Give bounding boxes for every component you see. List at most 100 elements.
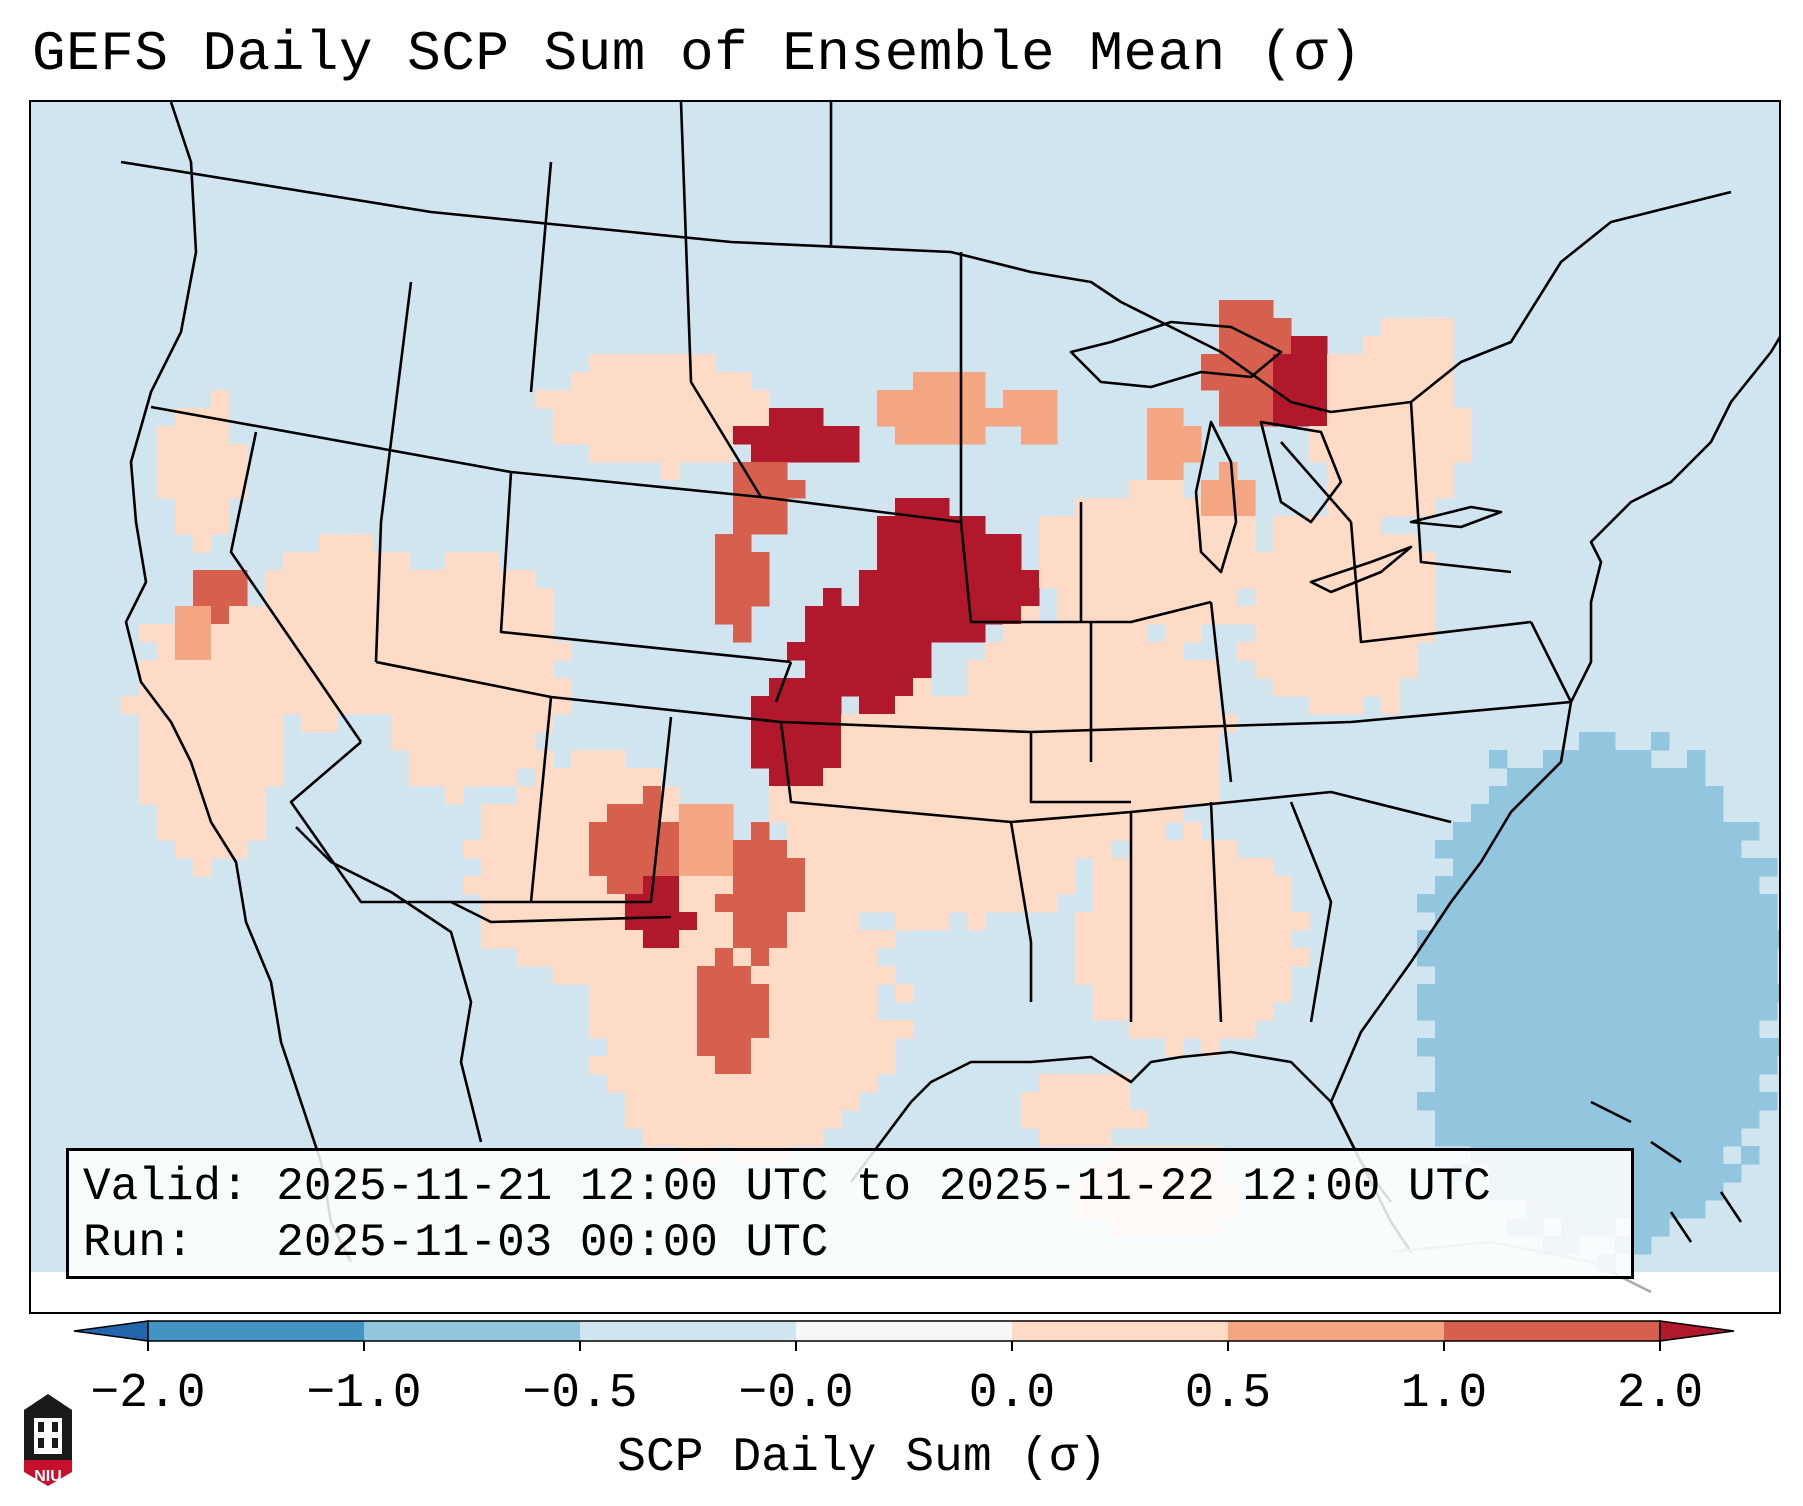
grid-cell (1255, 588, 1274, 607)
grid-cell (229, 786, 248, 805)
grid-cell (535, 606, 554, 625)
grid-cell (1705, 804, 1724, 823)
grid-cell (1543, 1020, 1562, 1039)
lake-superior (1069, 320, 1283, 389)
grid-cell (1471, 948, 1490, 967)
grid-cell (967, 516, 986, 535)
grid-cell (463, 768, 482, 787)
grid-cell (607, 840, 626, 859)
grid-cell (1741, 1110, 1760, 1129)
grid-cell (787, 1128, 806, 1147)
grid-cell (139, 696, 158, 715)
grid-cell (1471, 1056, 1490, 1075)
grid-cell (697, 1020, 716, 1039)
grid-cell (1291, 588, 1310, 607)
grid-cell (1057, 516, 1076, 535)
grid-cell (625, 786, 644, 805)
grid-cell (1363, 354, 1382, 373)
grid-cell (1687, 1128, 1706, 1147)
grid-cell (481, 876, 500, 895)
grid-cell (895, 1020, 914, 1039)
grid-cell (1543, 1074, 1562, 1093)
grid-cell (751, 894, 770, 913)
grid-cell (1093, 768, 1112, 787)
grid-cell (751, 1110, 770, 1129)
grid-cell (1129, 624, 1148, 643)
grid-cell (1291, 408, 1310, 427)
grid-cell (733, 534, 752, 553)
grid-cell (1507, 1056, 1526, 1075)
grid-cell (1543, 894, 1562, 913)
grid-cell (877, 660, 896, 679)
grid-cell (1075, 1110, 1094, 1129)
grid-cell (1075, 516, 1094, 535)
grid-cell (877, 1038, 896, 1057)
grid-cell (859, 732, 878, 751)
grid-cell (1651, 876, 1670, 895)
grid-cell (319, 552, 338, 571)
grid-cell (211, 588, 230, 607)
grid-cell (589, 1056, 608, 1075)
grid-cell (751, 1038, 770, 1057)
grid-cell (841, 876, 860, 895)
grid-cell (1093, 1074, 1112, 1093)
grid-cell (265, 624, 284, 643)
grid-cell (1111, 552, 1130, 571)
colorbar-tick-label: 0.0 (968, 1367, 1056, 1421)
grid-cell (1507, 912, 1526, 931)
grid-cell (1057, 642, 1076, 661)
grid-cell (1651, 1218, 1670, 1237)
grid-cell (1525, 822, 1544, 841)
grid-cell (1273, 912, 1292, 931)
grid-cell (1687, 1074, 1706, 1093)
grid-cell (1741, 1146, 1760, 1165)
grid-cell (1435, 1074, 1454, 1093)
grid-cell (967, 840, 986, 859)
grid-cell (1705, 912, 1724, 931)
grid-cell (175, 642, 194, 661)
grid-cell (1489, 1002, 1508, 1021)
grid-cell (1093, 858, 1112, 877)
grid-cell (193, 858, 212, 877)
grid-cell (949, 426, 968, 445)
grid-cell (607, 768, 626, 787)
grid-cell (1093, 696, 1112, 715)
grid-cell (1291, 948, 1310, 967)
grid-cell (769, 858, 788, 877)
grid-cell (1651, 804, 1670, 823)
grid-cell (1543, 768, 1562, 787)
grid-cell (607, 750, 626, 769)
grid-cell (1489, 840, 1508, 859)
grid-cell (1165, 660, 1184, 679)
grid-cell (733, 606, 752, 625)
grid-cell (1021, 570, 1040, 589)
grid-cell (1201, 858, 1220, 877)
grid-cell (1021, 858, 1040, 877)
grid-cell (355, 606, 374, 625)
grid-cell (1435, 354, 1454, 373)
grid-cell (1651, 1128, 1670, 1147)
grid-cell (265, 714, 284, 733)
grid-cell (1255, 624, 1274, 643)
grid-cell (841, 660, 860, 679)
grid-cell (1093, 948, 1112, 967)
grid-cell (787, 480, 806, 499)
grid-cell (949, 894, 968, 913)
grid-cell (1021, 660, 1040, 679)
grid-cell (949, 606, 968, 625)
grid-cell (1741, 912, 1760, 931)
grid-cell (211, 390, 230, 409)
grid-cell (1021, 588, 1040, 607)
grid-cell (211, 498, 230, 517)
grid-cell (805, 660, 824, 679)
colorbar-extend-low (73, 1320, 149, 1342)
grid-cell (1561, 1002, 1580, 1021)
grid-cell (175, 660, 194, 679)
grid-cell (571, 750, 590, 769)
grid-cell (751, 498, 770, 517)
grid-cell (679, 408, 698, 427)
grid-cell (1471, 1038, 1490, 1057)
grid-cell (1039, 894, 1058, 913)
grid-cell (643, 984, 662, 1003)
grid-cell (1561, 984, 1580, 1003)
